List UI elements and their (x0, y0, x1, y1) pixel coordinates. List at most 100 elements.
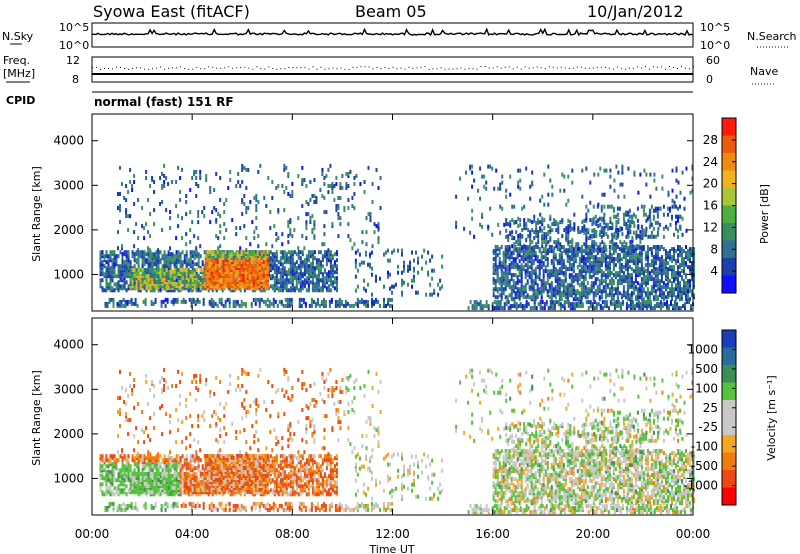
power-cell (177, 280, 180, 284)
power-cell (149, 184, 152, 188)
power-cell (504, 263, 507, 268)
power-cell (481, 174, 484, 179)
power-cell (295, 274, 298, 279)
power-cell (347, 222, 350, 227)
power-cell (539, 304, 542, 309)
power-cell (611, 246, 614, 251)
power-cell (203, 214, 206, 219)
power-cell (297, 246, 300, 251)
power-cell (365, 230, 368, 235)
power-cell (295, 278, 298, 283)
power-cell (624, 291, 627, 296)
power-cell (553, 218, 556, 223)
power-cell (556, 289, 559, 294)
power-cell (189, 284, 192, 288)
power-cell (264, 270, 267, 274)
power-cell (167, 252, 170, 257)
power-cell (163, 250, 166, 255)
power-cell (377, 186, 380, 190)
power-cell (667, 255, 669, 260)
power-cell (122, 297, 125, 302)
power-cell (253, 230, 256, 235)
power-cell (649, 300, 652, 305)
power-cell (181, 167, 184, 172)
power-cell (539, 248, 542, 253)
power-cell (632, 255, 635, 260)
power-cell (275, 268, 278, 273)
power-cell (506, 247, 509, 252)
power-cell (183, 258, 186, 263)
power-cell (534, 281, 537, 286)
power-cell (498, 293, 501, 298)
power-cell (489, 206, 492, 211)
power-cell (517, 242, 520, 247)
power-cell (281, 270, 284, 275)
power-cell (271, 264, 274, 269)
power-cell (620, 293, 623, 298)
power-cell (316, 297, 319, 302)
power-cell (549, 226, 552, 231)
power-cell (279, 284, 282, 289)
power-cell (541, 220, 544, 225)
power-cell (239, 246, 242, 251)
power-cell (327, 284, 330, 289)
power-cell (353, 176, 356, 180)
power-cell (173, 278, 176, 283)
power-cell (125, 270, 128, 275)
power-cell (117, 230, 119, 235)
power-cell (687, 279, 689, 284)
power-cell (673, 257, 675, 262)
power-cell (610, 257, 613, 262)
power-cell (157, 278, 160, 282)
power-cell (595, 234, 598, 239)
power-cell (339, 182, 342, 186)
power-cell (191, 286, 194, 291)
power-cell (163, 174, 166, 178)
power-cell (589, 234, 592, 239)
power-cell (581, 220, 584, 225)
power-cell (499, 304, 502, 309)
power-cell (590, 281, 593, 286)
power-cell (565, 236, 568, 241)
power-cell (666, 300, 668, 305)
power-cell (617, 218, 620, 223)
power-cell (542, 261, 545, 266)
power-cell (109, 270, 112, 275)
power-cell (285, 286, 288, 291)
power-cell (511, 244, 514, 249)
power-cell (523, 304, 526, 309)
power-cell (498, 257, 501, 262)
power-cell (256, 272, 259, 276)
power-cell (654, 253, 657, 258)
power-cell (240, 268, 243, 272)
power-cell (117, 254, 120, 259)
power-cell (319, 260, 322, 265)
power-cell (483, 174, 486, 179)
power-cell (562, 259, 565, 264)
power-cell (241, 212, 244, 217)
power-cell (206, 258, 209, 262)
power-cell (605, 304, 608, 309)
power-cell (188, 297, 191, 302)
power-cell (219, 214, 222, 219)
power-cell (391, 297, 393, 302)
power-cell (627, 304, 630, 309)
power-cell (254, 286, 257, 291)
power-cell (153, 252, 156, 257)
power-cell (141, 254, 144, 259)
power-cell (536, 259, 539, 264)
power-cell (285, 278, 288, 283)
power-cell (577, 304, 580, 309)
power-cell (677, 281, 679, 286)
power-cell (578, 283, 581, 288)
power-cell (679, 253, 681, 258)
power-cell (612, 247, 615, 252)
power-cell (255, 216, 258, 221)
power-cell (333, 276, 336, 281)
power-cell (630, 267, 633, 272)
power-cell (348, 303, 351, 308)
station-title: Syowa East (fitACF) (93, 2, 250, 21)
power-cell (127, 264, 130, 269)
power-cell (650, 251, 653, 256)
power-cell (329, 184, 332, 188)
